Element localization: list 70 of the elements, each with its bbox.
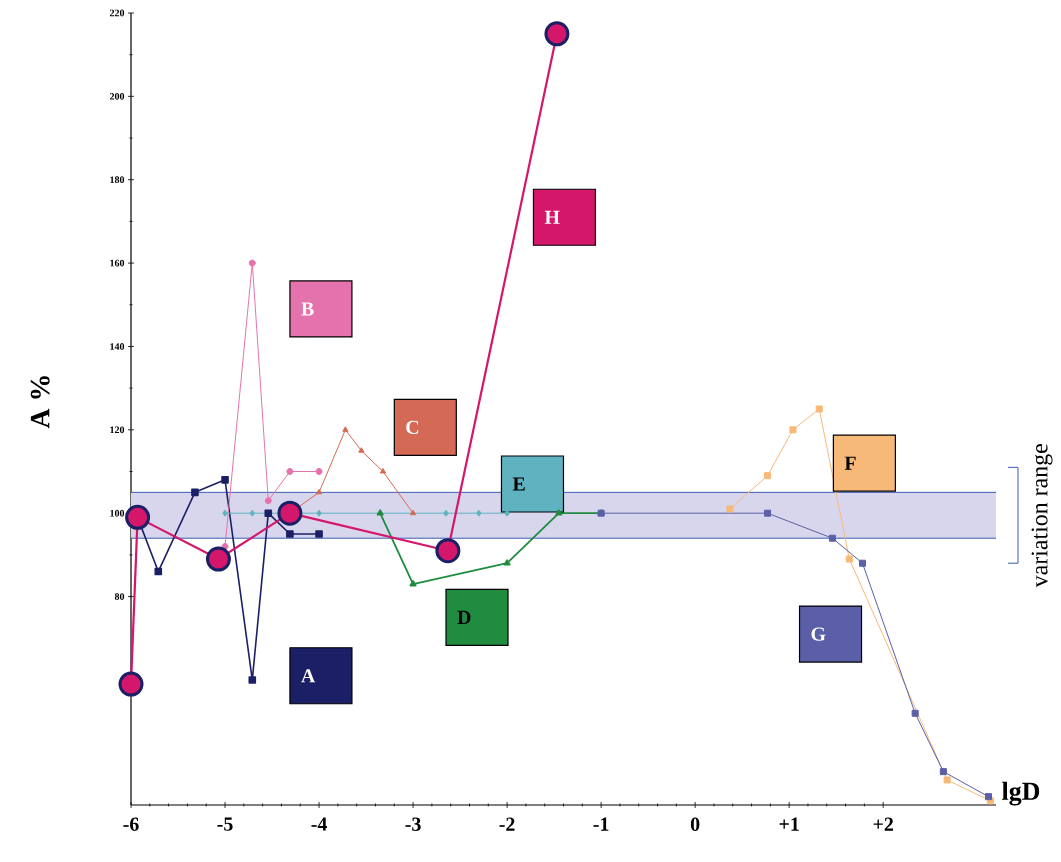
point (503, 559, 511, 566)
point (342, 426, 349, 432)
series-label: H (544, 210, 560, 224)
text: G (811, 627, 826, 641)
band-label: variation range (1031, 444, 1053, 588)
point (315, 468, 323, 476)
point (828, 534, 836, 542)
point (221, 476, 229, 484)
x-tick-label: +1 (779, 817, 799, 831)
point (315, 488, 323, 495)
point (205, 546, 231, 572)
point (286, 468, 294, 476)
point (277, 500, 303, 526)
point (248, 259, 256, 267)
x-axis-title: lgD (1002, 781, 1040, 806)
y-tick-label: 100 (110, 509, 125, 517)
point (435, 538, 461, 564)
point (544, 21, 570, 47)
series-label: E (512, 477, 525, 491)
x-tick-label: -1 (593, 817, 609, 831)
y-tick-label: 80 (114, 593, 125, 600)
point (264, 497, 272, 505)
text: B (301, 302, 314, 316)
point (443, 509, 449, 517)
point (222, 509, 228, 517)
series-label: F (844, 456, 856, 470)
x-tick-label: -3 (405, 817, 421, 831)
point (248, 676, 257, 684)
point (379, 468, 387, 474)
point (943, 776, 951, 784)
point (191, 488, 199, 497)
y-tick-label: 120 (110, 426, 125, 434)
point (409, 509, 417, 516)
point (315, 530, 323, 538)
point (118, 671, 144, 697)
point (911, 709, 919, 717)
y-tick-label: 200 (109, 92, 125, 100)
point (249, 509, 256, 517)
y-tick-label: 180 (110, 176, 125, 184)
x-tick-label: -6 (123, 817, 139, 831)
point (984, 793, 992, 801)
point (764, 472, 772, 480)
point (939, 768, 947, 776)
point (726, 505, 734, 513)
y-tick-label: 160 (110, 259, 125, 267)
point (476, 509, 482, 517)
point (789, 426, 797, 434)
point (764, 509, 772, 517)
x-tick-label: -4 (311, 817, 327, 831)
point (555, 509, 563, 516)
point (845, 555, 853, 563)
text: A (301, 669, 316, 683)
y-axis-title: A % (30, 376, 50, 429)
point (815, 405, 823, 413)
point (358, 447, 365, 453)
x-tick-label: +2 (873, 817, 893, 831)
x-tick-label: -5 (217, 817, 233, 831)
point (264, 509, 273, 517)
point (859, 559, 866, 567)
series-label: D (457, 610, 471, 624)
point (409, 580, 417, 587)
y-tick-label: 140 (110, 343, 125, 350)
x-tick-label: -2 (499, 817, 515, 831)
point (286, 530, 294, 538)
text: C (406, 420, 419, 435)
x-tick-label: 0 (690, 817, 700, 831)
y-tick-label: 220 (109, 9, 125, 17)
point (154, 567, 163, 576)
point (316, 509, 322, 517)
point (376, 509, 384, 516)
